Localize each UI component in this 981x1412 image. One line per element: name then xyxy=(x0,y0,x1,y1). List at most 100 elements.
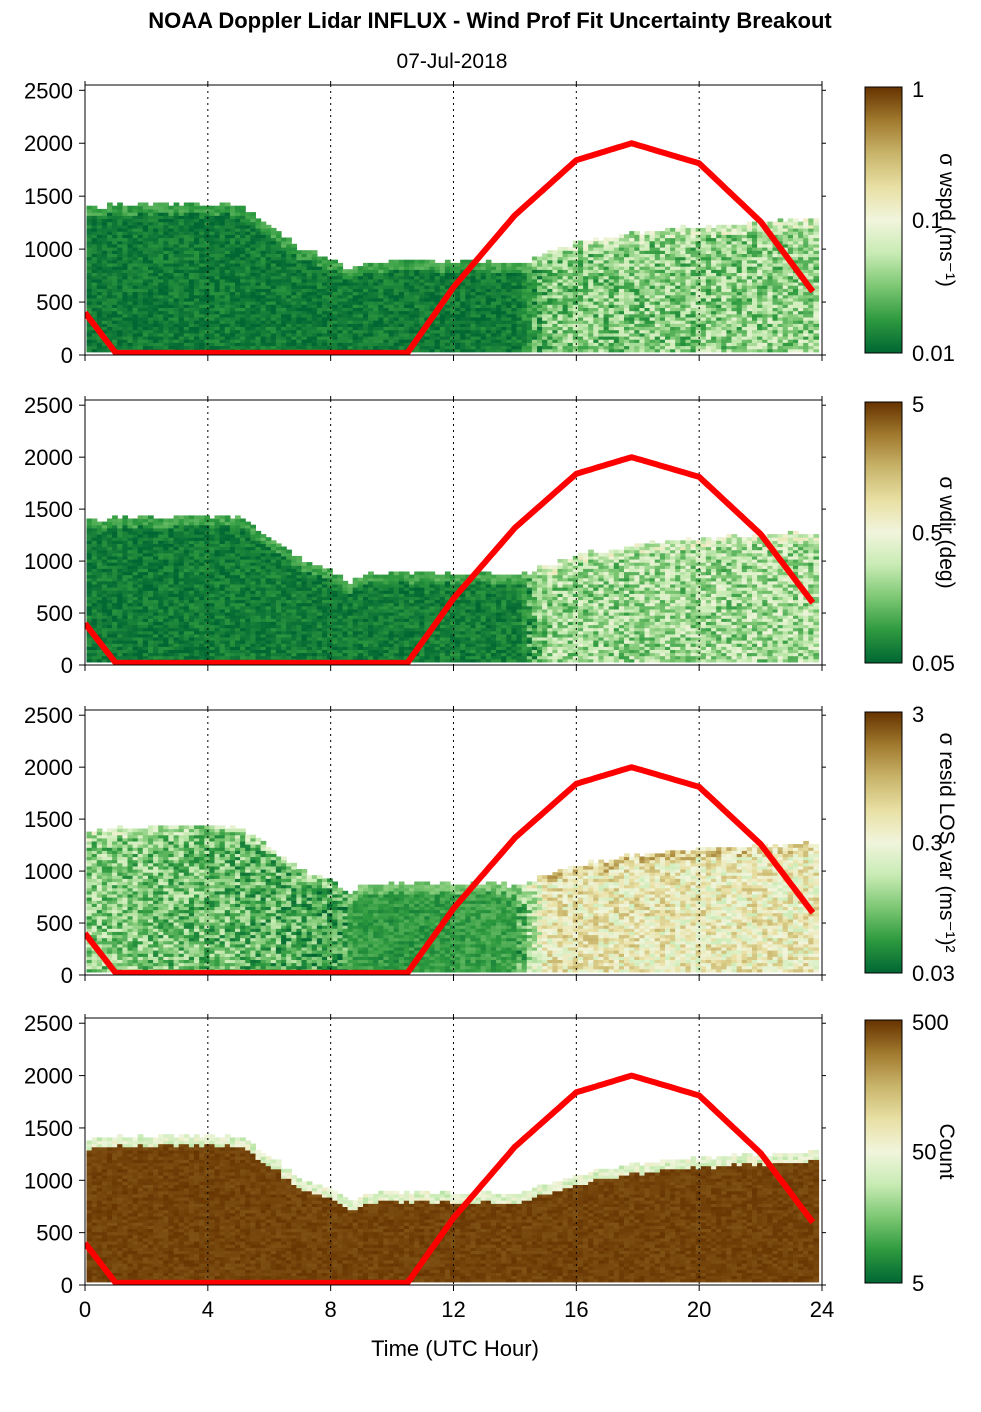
heatmap-cell xyxy=(480,310,487,315)
heatmap-cell xyxy=(229,291,236,296)
heatmap-cell xyxy=(618,269,625,273)
heatmap-cell xyxy=(224,285,231,289)
heatmap-cell xyxy=(598,256,605,261)
heatmap-cell xyxy=(101,259,108,264)
heatmap-cell xyxy=(439,294,446,299)
heatmap-cell xyxy=(711,348,717,353)
heatmap-cell xyxy=(777,326,784,331)
heatmap-cell xyxy=(188,291,195,296)
heatmap-cell xyxy=(173,313,180,318)
heatmap-cell xyxy=(455,335,461,340)
heatmap-cell xyxy=(132,310,139,315)
heatmap-cell xyxy=(168,275,175,280)
heatmap-cell xyxy=(117,221,123,226)
heatmap-cell xyxy=(685,259,692,264)
heatmap-cell xyxy=(439,313,446,318)
heatmap-cell xyxy=(598,297,605,302)
heatmap-cell xyxy=(219,250,226,254)
heatmap-cell xyxy=(501,272,507,277)
heatmap-cell xyxy=(250,256,256,261)
heatmap-cell xyxy=(363,301,369,305)
heatmap-cell xyxy=(757,278,763,283)
heatmap-cell xyxy=(204,224,210,229)
heatmap-cell xyxy=(199,288,205,293)
heatmap-cell xyxy=(741,247,748,251)
heatmap-cell xyxy=(127,221,134,226)
heatmap-cell xyxy=(644,301,651,305)
heatmap-cell xyxy=(383,307,390,312)
heatmap-cell xyxy=(194,310,200,315)
heatmap-cell xyxy=(608,342,615,347)
heatmap-cell xyxy=(511,275,518,280)
heatmap-cell xyxy=(649,237,656,242)
heatmap-cell xyxy=(629,259,635,264)
heatmap-cell xyxy=(670,323,676,327)
heatmap-cell xyxy=(680,269,686,273)
heatmap-cell xyxy=(460,269,466,273)
heatmap-cell xyxy=(624,234,630,239)
heatmap-cell xyxy=(86,231,93,235)
heatmap-cell xyxy=(224,231,231,235)
heatmap-cell xyxy=(772,272,779,277)
heatmap-cell xyxy=(332,304,338,308)
heatmap-cell xyxy=(127,294,134,299)
heatmap-cell xyxy=(711,243,717,248)
heatmap-cell xyxy=(311,313,318,318)
heatmap-cell xyxy=(229,224,236,229)
heatmap-cell xyxy=(659,256,666,261)
heatmap-cell xyxy=(434,275,441,280)
heatmap-cell xyxy=(235,320,241,324)
heatmap-cell xyxy=(767,240,774,245)
heatmap-cell xyxy=(506,310,512,315)
heatmap-cell xyxy=(690,272,697,277)
heatmap-cell xyxy=(557,272,564,277)
heatmap-cell xyxy=(485,332,492,337)
heatmap-cell xyxy=(741,250,748,254)
heatmap-cell xyxy=(470,285,477,289)
heatmap-cell xyxy=(183,208,190,213)
heatmap-cell xyxy=(460,323,466,327)
heatmap-cell xyxy=(107,294,113,299)
heatmap-cell xyxy=(716,342,722,347)
heatmap-cell xyxy=(455,348,461,353)
heatmap-cell xyxy=(455,288,461,293)
heatmap-cell xyxy=(659,231,666,235)
heatmap-cell xyxy=(240,231,246,235)
heatmap-cell xyxy=(511,278,518,283)
heatmap-cell xyxy=(368,297,374,302)
heatmap-cell xyxy=(629,301,635,305)
heatmap-cell xyxy=(618,256,625,261)
heatmap-cell xyxy=(199,291,205,296)
heatmap-cell xyxy=(219,212,226,216)
heatmap-cell xyxy=(450,313,456,318)
heatmap-cell xyxy=(665,281,671,286)
heatmap-cell xyxy=(322,266,328,270)
heatmap-cell xyxy=(96,224,103,229)
heatmap-cell xyxy=(680,250,686,254)
heatmap-cell xyxy=(542,285,548,289)
heatmap-cell xyxy=(368,345,374,350)
heatmap-cell xyxy=(414,288,420,293)
heatmap-cell xyxy=(537,288,543,293)
heatmap-cell xyxy=(639,285,646,289)
heatmap-cell xyxy=(736,281,743,286)
heatmap-cell xyxy=(117,218,123,223)
heatmap-cell xyxy=(265,285,272,289)
heatmap-cell xyxy=(112,218,118,223)
heatmap-cell xyxy=(199,266,205,270)
heatmap-cell xyxy=(695,320,702,324)
heatmap-cell xyxy=(496,326,502,331)
heatmap-cell xyxy=(91,259,98,264)
heatmap-cell xyxy=(516,285,523,289)
heatmap-cell xyxy=(112,259,118,264)
heatmap-cell xyxy=(741,291,748,296)
heatmap-cell xyxy=(291,316,297,321)
heatmap-cell xyxy=(383,269,390,273)
heatmap-cell xyxy=(91,208,98,213)
heatmap-cell xyxy=(86,281,93,286)
heatmap-cell xyxy=(96,269,103,273)
heatmap-cell xyxy=(219,240,226,245)
heatmap-cell xyxy=(178,269,185,273)
heatmap-cell xyxy=(752,269,758,273)
heatmap-cell xyxy=(188,326,195,331)
